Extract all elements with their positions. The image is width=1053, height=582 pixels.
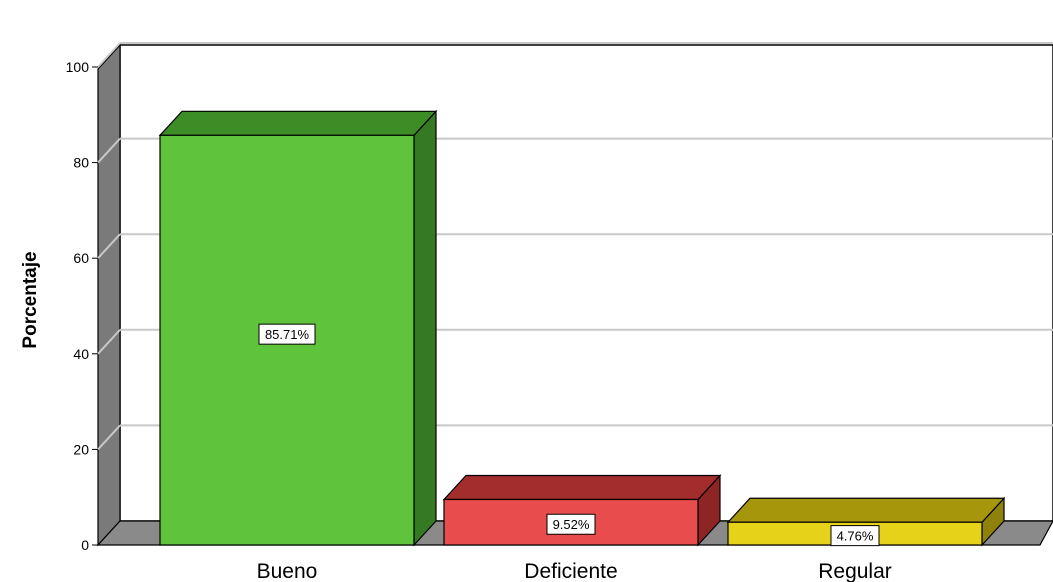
gridline-side <box>97 42 121 68</box>
x-tick-label: Deficiente <box>524 560 617 582</box>
x-tick-label: Regular <box>818 560 892 582</box>
bar-side-face <box>413 109 437 547</box>
data-label-box <box>830 525 880 547</box>
y-tick-label: 80 <box>73 155 89 171</box>
y-axis: 0 20 40 60 80 100 <box>66 59 98 553</box>
y-tick-label: 40 <box>73 346 89 362</box>
gridline-side <box>97 233 121 259</box>
bar-top-face <box>442 474 722 501</box>
gridline-side <box>97 424 121 451</box>
x-tick-label: Bueno <box>257 560 318 582</box>
bar-top-face <box>158 110 438 136</box>
data-labels: 85.71% 9.52% 4.76% <box>258 323 880 547</box>
data-label-box <box>546 513 596 535</box>
y-tick-label: 20 <box>73 441 89 457</box>
y-axis-title: Porcentaje <box>20 251 41 348</box>
data-label-box <box>258 323 316 345</box>
gridline-side <box>97 329 121 355</box>
bar-top-face <box>726 497 1006 523</box>
data-label: 4.76% <box>837 529 874 544</box>
side-wall <box>97 43 121 547</box>
y-tick-label: 0 <box>81 537 89 553</box>
y-tick-label: 100 <box>66 59 90 75</box>
gridline-side <box>97 137 121 164</box>
y-tick-label: 60 <box>73 250 89 266</box>
data-label: 9.52% <box>553 517 590 532</box>
x-axis: Bueno Deficiente Regular <box>257 560 892 582</box>
data-label: 85.71% <box>265 327 310 342</box>
